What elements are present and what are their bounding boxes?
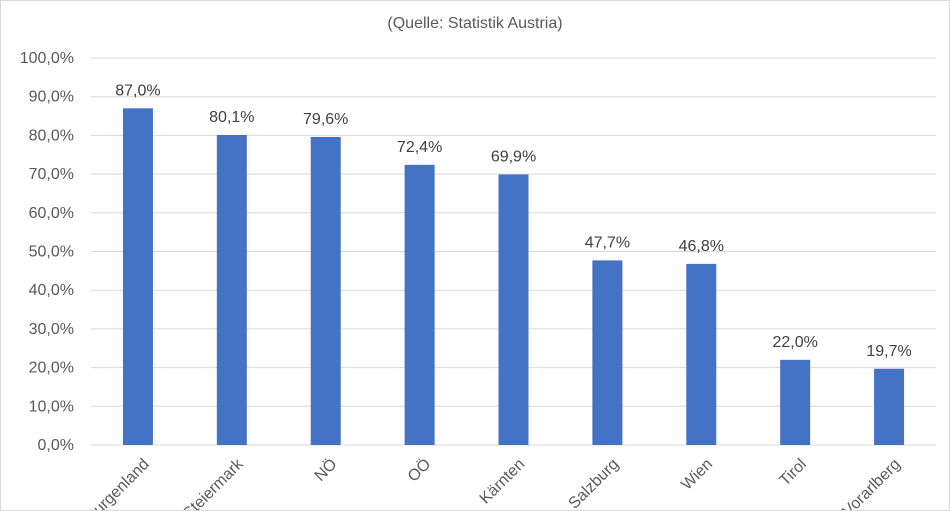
- data-label: 80,1%: [209, 109, 254, 126]
- y-tick-label: 40,0%: [29, 282, 74, 299]
- bar: [404, 164, 435, 445]
- data-label: 46,8%: [679, 238, 724, 255]
- category-label: Salzburg: [566, 456, 623, 510]
- data-label: 69,9%: [491, 148, 536, 165]
- y-tick-label: 90,0%: [29, 89, 74, 106]
- bar: [780, 359, 811, 445]
- x-axis-category-labels: Burgenland Steiermark NÖ OÖ Kärnten Salzburg W…: [83, 455, 904, 510]
- y-tick-label: 20,0%: [29, 360, 74, 377]
- data-label: 87,0%: [115, 82, 160, 99]
- data-label: 19,7%: [866, 343, 911, 360]
- category-label: Kärnten: [477, 456, 529, 508]
- bar: [498, 174, 529, 445]
- category-label: Steiermark: [180, 455, 247, 510]
- y-tick-label: 60,0%: [29, 205, 74, 222]
- bar: [874, 368, 905, 445]
- y-tick-label: 50,0%: [29, 244, 74, 261]
- category-label: OÖ: [404, 455, 434, 485]
- data-label: 22,0%: [772, 334, 817, 351]
- y-tick-label: 80,0%: [29, 127, 74, 144]
- y-axis-tick-labels: 0,0% 10,0% 20,0% 30,0% 40,0% 50,0% 60,0% 70,0% 8…: [20, 50, 74, 454]
- data-label: 47,7%: [585, 234, 630, 251]
- y-tick-label: 0,0%: [38, 437, 74, 454]
- y-tick-label: 30,0%: [29, 321, 74, 338]
- y-tick-label: 70,0%: [29, 166, 74, 183]
- bars: [122, 108, 905, 445]
- category-label: Burgenland: [83, 456, 153, 510]
- bar: [122, 108, 153, 445]
- category-label: Vorarlberg: [840, 456, 904, 510]
- bar: [310, 136, 341, 445]
- data-label: 79,6%: [303, 111, 348, 128]
- category-label: Wien: [678, 456, 716, 494]
- chart-subtitle: (Quelle: Statistik Austria): [387, 15, 562, 32]
- bar: [592, 260, 623, 445]
- y-tick-label: 10,0%: [29, 398, 74, 415]
- data-labels: 87,0% 80,1% 79,6% 72,4% 69,9% 47,7% 46,8% 22,0%…: [115, 82, 911, 359]
- bar: [686, 263, 717, 445]
- y-tick-label: 100,0%: [20, 50, 74, 67]
- category-label: Tirol: [776, 456, 810, 490]
- bar: [216, 135, 247, 445]
- category-label: NÖ: [311, 455, 341, 485]
- data-label: 72,4%: [397, 139, 442, 156]
